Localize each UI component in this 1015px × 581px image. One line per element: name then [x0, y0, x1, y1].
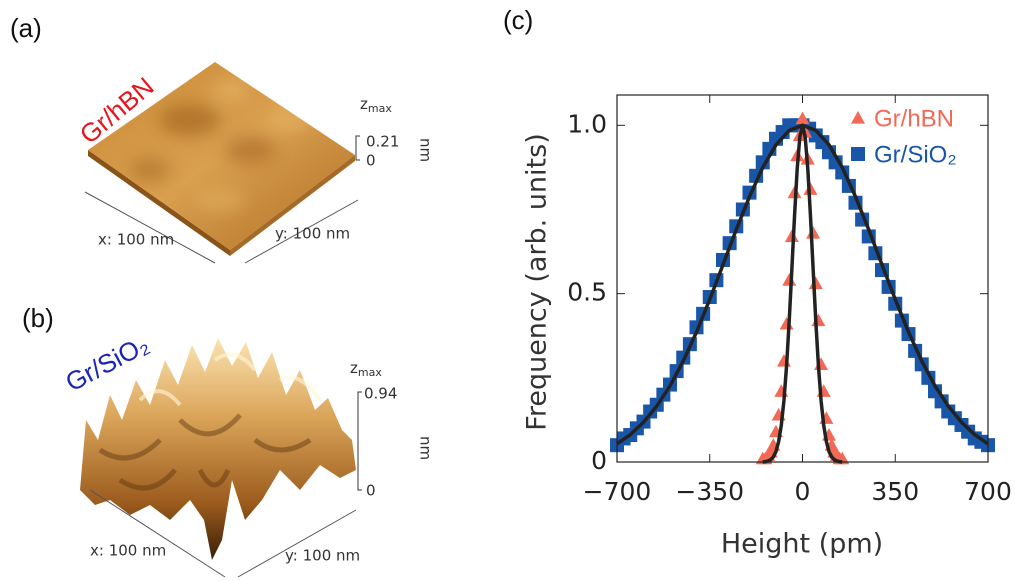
x-tick-label: 700 — [964, 477, 1012, 506]
z-subscript: max — [358, 366, 382, 379]
z-scale — [357, 391, 362, 491]
y-axis-title: Frequency (arb. units) — [522, 133, 553, 430]
y-tick-label: 0 — [591, 446, 607, 475]
y-tick-label: 0.5 — [567, 278, 607, 307]
x-axis-title: Height (pm) — [721, 529, 883, 560]
panel-label: (a) — [10, 13, 42, 43]
z-unit: nm — [417, 138, 435, 162]
z-symbol: z — [350, 359, 358, 377]
z-label: zmax — [360, 95, 392, 116]
legend-marker — [851, 147, 865, 161]
y-axis-label: y: 100 nm — [285, 547, 360, 565]
z-label: zmax — [350, 359, 382, 380]
data-point — [811, 313, 826, 327]
x-tick-label: −700 — [583, 477, 652, 506]
data-point — [806, 226, 821, 239]
x-axis-line — [84, 191, 216, 264]
legend-marker — [851, 111, 865, 124]
z-scale — [355, 135, 360, 161]
x-axis-line — [89, 489, 226, 578]
z-symbol: z — [360, 95, 368, 113]
x-tick-label: 350 — [871, 477, 919, 506]
y-axis-label: y: 100 nm — [275, 225, 350, 243]
plot-area: −700 −350 0 350 700 0 0.5 1.0 Gr/hBN Gr/SiO₂ — [567, 95, 1012, 506]
fit-line — [762, 124, 843, 464]
z-subscript: max — [368, 102, 392, 115]
z-bottom: 0 — [366, 482, 376, 500]
z-top: 0.94 — [364, 385, 397, 403]
z-unit: nm — [417, 436, 435, 460]
x-tick-label: −350 — [675, 477, 744, 506]
x-axis-label: x: 100 nm — [90, 542, 166, 560]
x-axis-label: x: 100 nm — [98, 231, 174, 249]
x-tick-label: 0 — [795, 477, 811, 506]
y-axis-line — [244, 199, 359, 264]
legend-label: Gr/SiO₂ — [874, 141, 957, 168]
afm-surface — [88, 62, 355, 256]
z-top: 0.21 — [366, 133, 399, 151]
panel-label: (b) — [22, 303, 54, 333]
y-axis-line — [237, 509, 357, 578]
z-bottom: 0 — [366, 152, 376, 170]
y-tick-label: 1.0 — [567, 109, 607, 138]
data-point — [814, 357, 829, 370]
afm-surface — [80, 338, 356, 560]
legend-label: Gr/hBN — [874, 105, 954, 132]
data-point — [782, 273, 797, 286]
panel-label: (c) — [503, 5, 533, 35]
data-point — [795, 111, 810, 125]
plot-frame — [616, 94, 989, 463]
data-point — [779, 316, 794, 330]
